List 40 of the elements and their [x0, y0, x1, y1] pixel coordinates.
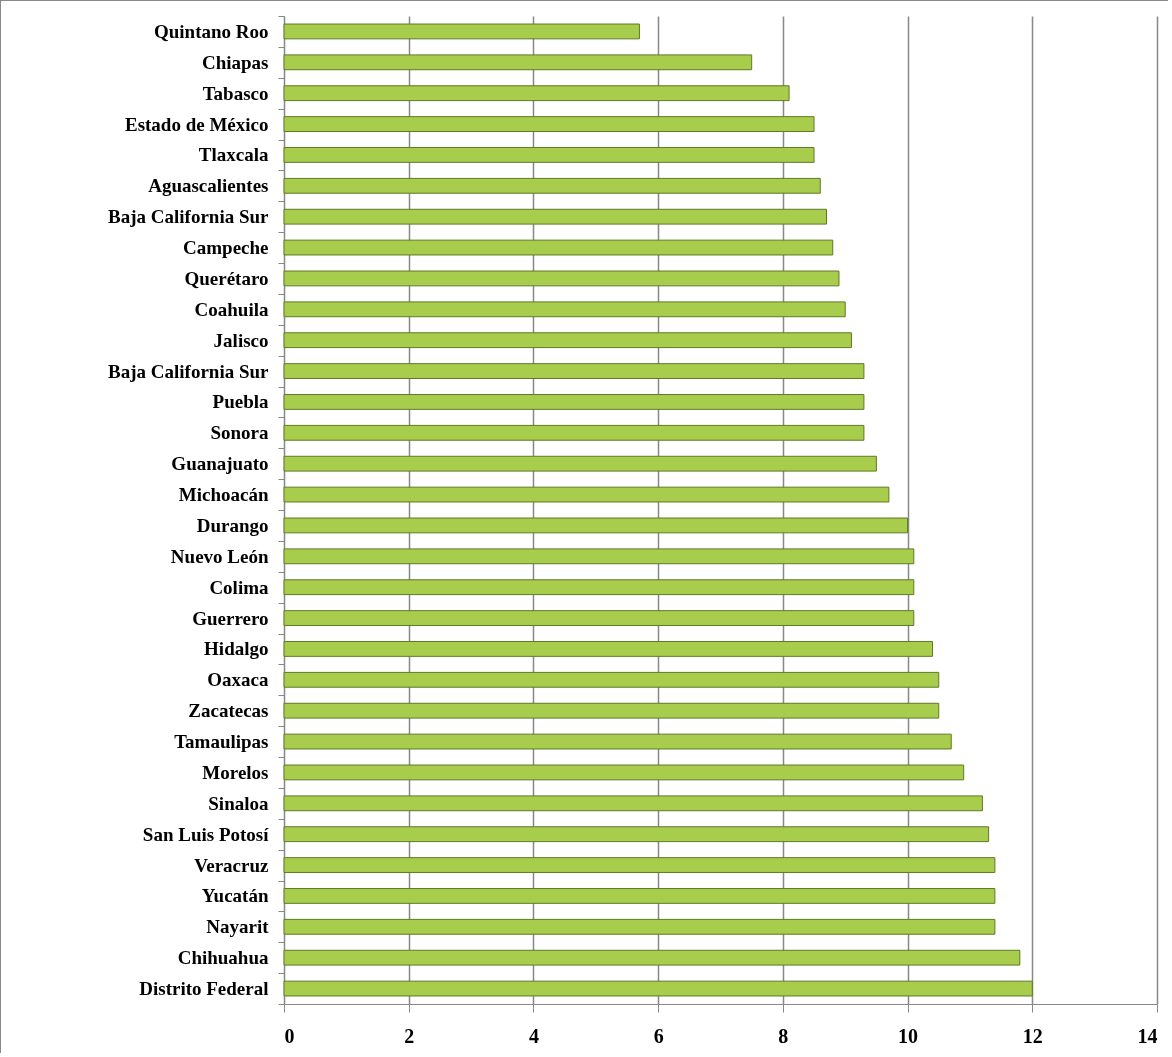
x-tick-label: 4 [528, 1024, 539, 1047]
x-tick-label: 10 [898, 1024, 919, 1047]
y-tick-label: Coahuila [194, 298, 269, 320]
y-tick-label: Estado de México [124, 113, 269, 135]
y-tick-label: Tabasco [202, 82, 269, 104]
y-tick-label: Guanajuato [171, 453, 269, 475]
y-tick-label: San Luis Potosí [142, 823, 270, 845]
y-tick-label: Querétaro [184, 267, 269, 289]
x-tick-label: 6 [653, 1024, 664, 1047]
x-tick-label: 2 [404, 1024, 415, 1047]
y-tick-label: Jalisco [213, 329, 269, 351]
x-tick-label: 12 [1022, 1024, 1043, 1047]
y-tick-label: Baja California Sur [108, 206, 270, 228]
y-tick-label: Tamaulipas [174, 731, 269, 753]
y-tick-label: Oaxaca [207, 669, 269, 691]
y-tick-label: Chiapas [201, 51, 269, 73]
y-tick-label: Michoacán [178, 484, 269, 506]
y-tick-label: Nuevo León [170, 545, 269, 567]
y-tick-label: Veracruz [194, 854, 270, 876]
y-tick-label: Puebla [212, 391, 269, 413]
y-tick-label: Chihuahua [177, 947, 269, 969]
y-tick-label: Sinaloa [208, 792, 269, 814]
y-tick-label: Sonora [210, 422, 269, 444]
x-tick-label: 0 [284, 1024, 295, 1047]
x-tick-label: 8 [778, 1024, 789, 1047]
y-tick-label: Nayarit [206, 916, 270, 938]
x-tick-label: 14 [1137, 1024, 1158, 1047]
y-tick-label: Tlaxcala [198, 144, 269, 166]
y-tick-label: Baja California Sur [108, 360, 270, 382]
y-tick-label: Durango [196, 514, 269, 536]
y-tick-label: Campeche [183, 237, 269, 259]
y-tick-label: Guerrero [192, 607, 269, 629]
y-tick-label: Distrito Federal [139, 978, 269, 1000]
y-tick-label: Quintano Roo [153, 20, 269, 42]
y-tick-label: Aguascalientes [148, 175, 269, 197]
y-tick-label: Morelos [202, 761, 269, 783]
y-tick-label: Hidalgo [204, 638, 269, 660]
y-tick-label: Zacatecas [188, 700, 269, 722]
y-tick-label: Yucatán [201, 885, 269, 907]
y-tick-label: Colima [209, 576, 269, 598]
